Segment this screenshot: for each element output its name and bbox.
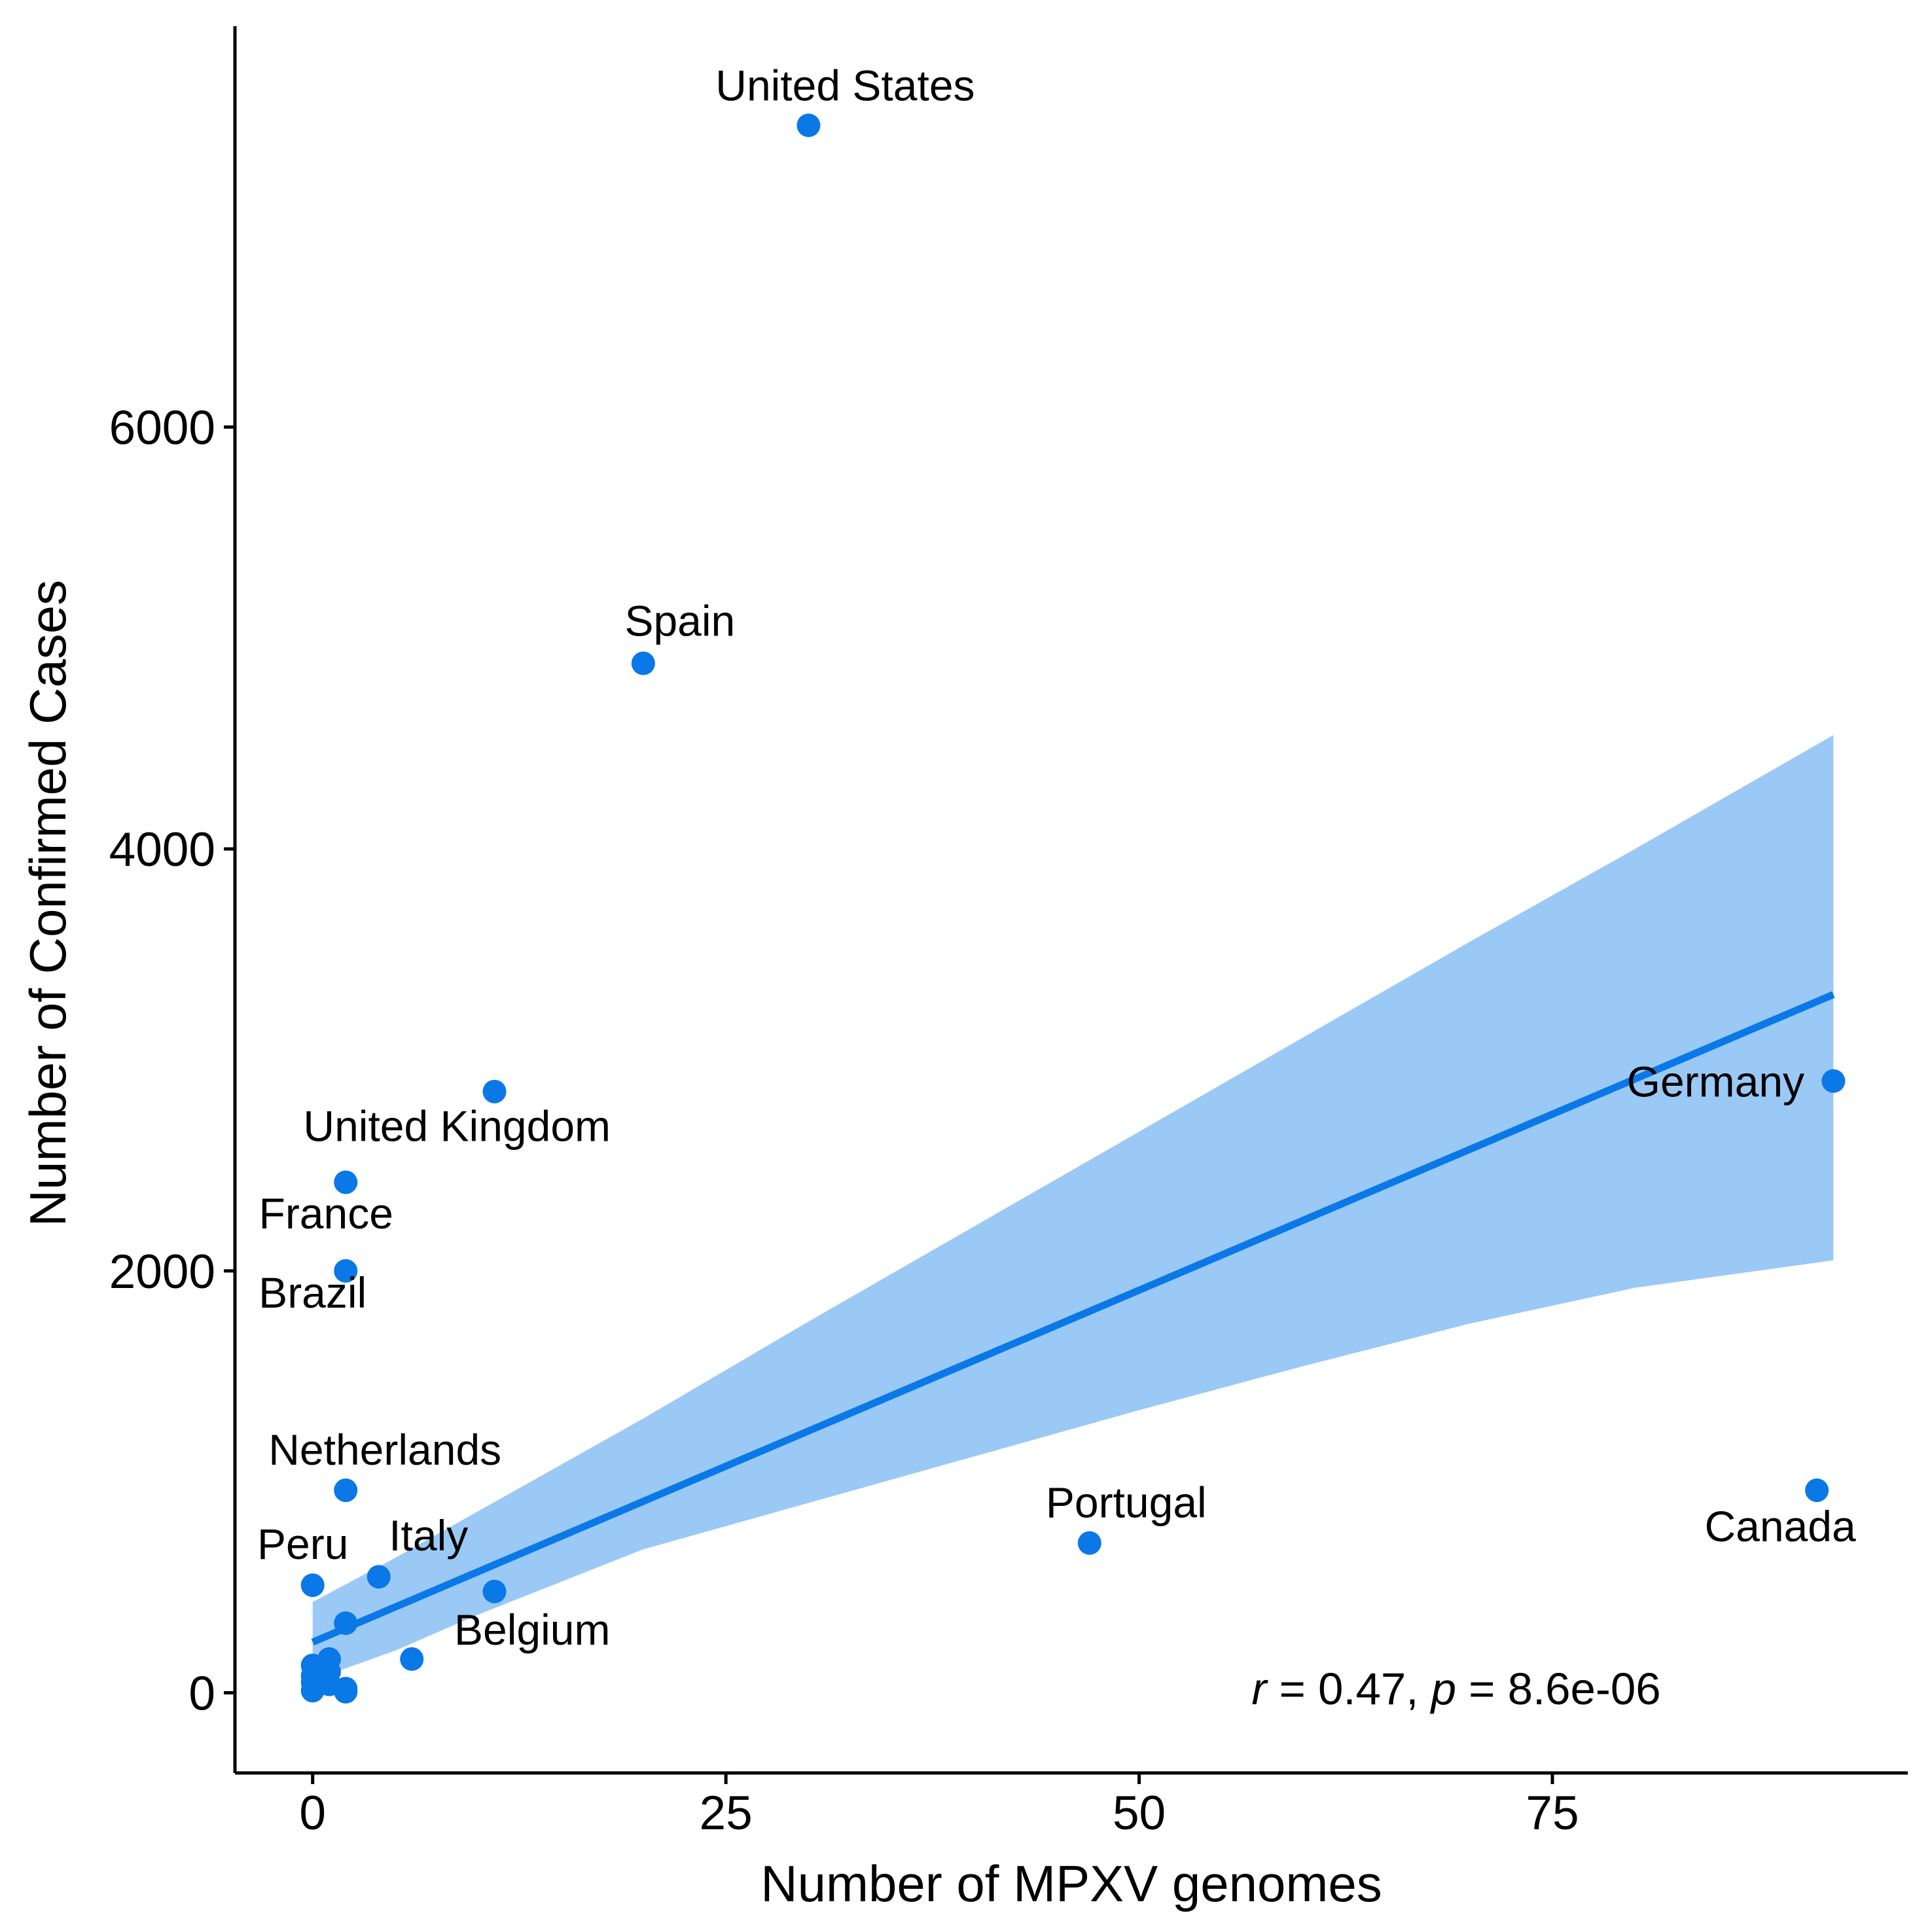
point-label: Canada <box>1704 1502 1855 1550</box>
y-tick-label: 4000 <box>109 823 215 876</box>
data-point <box>367 1565 391 1589</box>
data-point <box>1821 1069 1846 1093</box>
regression-line <box>311 991 1835 1646</box>
point-label: France <box>259 1189 393 1238</box>
y-axis-title: Number of Confirmed Cases <box>19 580 77 1226</box>
data-point <box>631 651 655 675</box>
data-point <box>334 1259 358 1283</box>
p-value: = 8.6e-06 <box>1456 1664 1661 1714</box>
data-point <box>1077 1531 1101 1555</box>
confidence-band-layer <box>312 735 1834 1681</box>
data-point <box>334 1478 358 1503</box>
confidence-band <box>312 735 1834 1681</box>
axes <box>233 26 1908 1775</box>
point-label: United Kingdom <box>303 1101 611 1150</box>
correlation-annotation: r = 0.47, p = 8.6e-06 <box>1251 1664 1660 1714</box>
y-tick-label: 0 <box>188 1668 215 1721</box>
data-point <box>1805 1478 1829 1503</box>
data-points-layer <box>300 113 1846 1704</box>
point-label: United States <box>715 62 975 110</box>
x-tick-label: 50 <box>1113 1787 1166 1840</box>
data-point <box>796 113 821 137</box>
point-label: Netherlands <box>268 1425 501 1474</box>
regression-line-layer <box>311 991 1835 1646</box>
point-label: Italy <box>389 1511 468 1560</box>
r-symbol: r <box>1251 1664 1268 1714</box>
x-tick-label: 0 <box>299 1787 326 1840</box>
ticks-layer: 0 25 50 75 0 2000 4000 6000 <box>109 401 1579 1840</box>
point-label: Peru <box>257 1520 348 1568</box>
data-point <box>482 1579 507 1603</box>
x-tick-label: 75 <box>1526 1787 1579 1840</box>
data-point <box>482 1079 507 1103</box>
point-label: Brazil <box>259 1268 367 1317</box>
data-point <box>400 1647 424 1671</box>
data-point <box>334 1679 358 1704</box>
point-label: Spain <box>624 596 735 645</box>
point-labels-layer: United States Spain United Kingdom France Ge… <box>257 62 1856 1654</box>
data-point <box>300 1573 325 1598</box>
point-label: Germany <box>1627 1058 1804 1106</box>
data-point <box>334 1611 358 1636</box>
p-symbol: p <box>1430 1664 1456 1714</box>
x-tick-label: 25 <box>700 1787 753 1840</box>
y-tick-label: 6000 <box>109 401 215 454</box>
y-tick-label: 2000 <box>109 1245 215 1298</box>
data-point <box>334 1170 358 1194</box>
point-label: Portugal <box>1046 1478 1207 1527</box>
r-value: = 0.47, <box>1266 1664 1431 1714</box>
point-label: Belgium <box>454 1605 610 1654</box>
x-axis-title: Number of MPXV genomes <box>760 1855 1382 1912</box>
